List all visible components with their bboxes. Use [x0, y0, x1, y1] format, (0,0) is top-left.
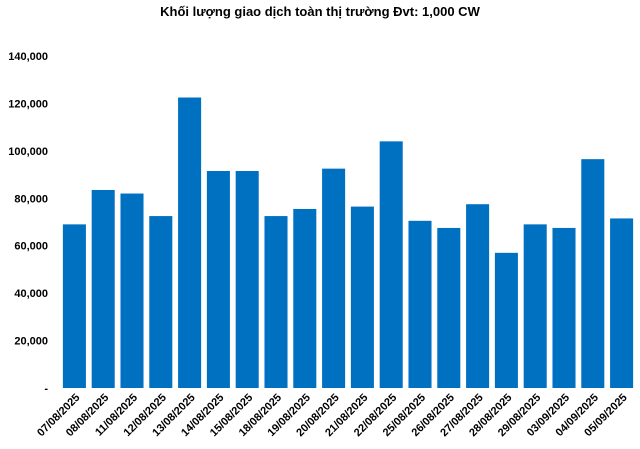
y-tick-label: 120,000: [8, 98, 48, 110]
bar: [408, 220, 432, 388]
y-tick-label: 80,000: [14, 193, 48, 205]
bar: [552, 227, 576, 388]
bar: [91, 189, 115, 388]
bar: [120, 193, 144, 388]
bar: [466, 204, 490, 388]
y-tick-label: 140,000: [8, 51, 48, 63]
bar: [178, 97, 202, 388]
x-axis: 07/08/202508/08/202511/08/202512/08/2025…: [35, 392, 630, 439]
y-tick-label: 100,000: [8, 146, 48, 158]
bar: [494, 252, 518, 388]
chart-title: Khối lượng giao dịch toàn thị trường Đvt…: [160, 4, 480, 19]
bars: [62, 97, 634, 388]
y-tick-label: 60,000: [14, 241, 48, 253]
y-tick-label: -: [44, 383, 48, 395]
bar: [322, 168, 346, 388]
y-tick-label: 20,000: [14, 336, 48, 348]
bar: [149, 216, 173, 388]
bar: [293, 208, 317, 388]
bar: [206, 171, 230, 388]
bar: [523, 224, 547, 388]
y-axis: - 20,000 40,000 60,000 80,000 100,000 120,000 1…: [8, 51, 48, 395]
bar: [62, 224, 86, 388]
bar: [264, 216, 288, 388]
bar: [235, 171, 259, 388]
y-tick-label: 40,000: [14, 288, 48, 300]
bar: [581, 159, 605, 388]
bar: [350, 206, 374, 388]
bar: [610, 218, 634, 388]
bar: [379, 141, 403, 388]
bar: [437, 227, 461, 388]
